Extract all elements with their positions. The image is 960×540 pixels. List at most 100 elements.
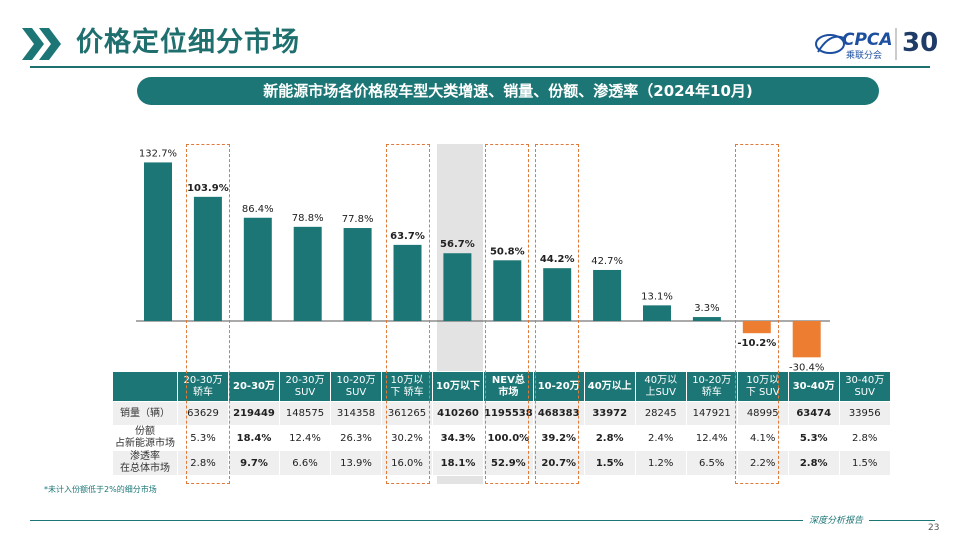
- data-label-6: 63.7%: [390, 231, 425, 242]
- data-label-14: -30.4%: [789, 362, 824, 373]
- table-cell: 12.4%: [279, 425, 331, 451]
- data-label-10: 42.7%: [591, 256, 623, 267]
- table-cell: 26.3%: [330, 425, 382, 451]
- table-cell: 1195538: [483, 401, 534, 426]
- highlight-box-8: [485, 144, 530, 484]
- table-header-cell: 20-30万: [228, 371, 280, 402]
- highlight-box-2: [185, 144, 230, 484]
- table-cell: 2.4%: [634, 425, 687, 451]
- table-header-cell: NEV总 市场: [483, 371, 534, 402]
- table-cell: 16.0%: [381, 450, 433, 476]
- bar-6: [393, 244, 422, 321]
- chevron-arrows-icon: [22, 28, 61, 60]
- table-cell: 1.5%: [583, 450, 636, 476]
- table-cell: 100.0%: [483, 425, 534, 451]
- footer-divider: [30, 520, 935, 521]
- table-cell: 63474: [787, 401, 840, 426]
- table-header-cell: 40万以 上SUV: [634, 371, 687, 402]
- highlight-box-13: [734, 144, 779, 484]
- highlight-box-9: [535, 144, 580, 484]
- bar-8: [493, 260, 522, 321]
- table-cell: 33972: [583, 401, 636, 426]
- table-cell: 147921: [685, 401, 738, 426]
- table-cell: 1.5%: [838, 450, 891, 476]
- table-header-cell: 30-40万 SUV: [838, 371, 891, 402]
- page-number: 23: [928, 523, 940, 533]
- table-cell: 2.2%: [736, 450, 789, 476]
- table-cell: 18.4%: [228, 425, 280, 451]
- table-cell: 12.4%: [685, 425, 738, 451]
- data-label-3: 86.4%: [242, 204, 274, 215]
- footnote: *未计入份额低于2%的细分市场: [44, 485, 157, 494]
- segment-data-table: 20-30万 轿车 20-30万 20-30万 SUV 10-20万 SUV 10万以下 轿车…: [112, 371, 891, 476]
- table-header-cell: 10-20万: [532, 371, 585, 402]
- table-cell: 34.3%: [432, 425, 484, 451]
- data-label-12: 3.3%: [694, 303, 719, 314]
- table-cell: 410260: [432, 401, 484, 426]
- bar-10: [593, 269, 622, 321]
- table-row: 份额 占新能源市场 5.3% 18.4% 12.4% 26.3% 30.2% 34.3% 100…: [112, 425, 891, 451]
- cpca-logo-icon: [815, 28, 897, 60]
- table-header-cell: 10-20万 SUV: [330, 371, 382, 402]
- page-title: 价格定位细分市场: [76, 27, 300, 58]
- table-cell: 2.8%: [838, 425, 891, 451]
- table-corner-cell: [112, 371, 178, 402]
- table-cell: 361265: [381, 401, 433, 426]
- table-cell: 6.5%: [685, 450, 738, 476]
- bar-11: [643, 305, 671, 321]
- table-row: 销量（辆） 63629 219449 148575 314358 361265 410260…: [112, 401, 891, 426]
- data-label-9: 44.2%: [540, 254, 575, 265]
- highlight-box-6: [385, 144, 430, 484]
- table-header-cell: 10-20万 轿车: [685, 371, 738, 402]
- table-cell: 4.1%: [736, 425, 789, 451]
- data-label-11: 13.1%: [641, 291, 673, 302]
- table-header-cell: 20-30万 SUV: [279, 371, 331, 402]
- bar-5: [343, 228, 372, 321]
- data-label-1: 132.7%: [139, 148, 177, 159]
- anniversary-badge: 30: [902, 28, 939, 58]
- table-row-label: 份额 占新能源市场: [112, 425, 178, 451]
- table-cell: 18.1%: [432, 450, 484, 476]
- table-cell: 2.8%: [583, 425, 636, 451]
- table-cell: 1.2%: [634, 450, 687, 476]
- logo-subtext: 乘联分会: [846, 51, 883, 61]
- table-cell: 20.7%: [532, 450, 585, 476]
- table-row-label: 渗透率 在总体市场: [112, 450, 178, 476]
- bar-7: [443, 253, 472, 321]
- table-cell: 219449: [228, 401, 280, 426]
- bar-12: [692, 317, 721, 321]
- table-cell: 5.3%: [787, 425, 840, 451]
- table-row-label: 销量（辆）: [112, 401, 178, 426]
- chart-subtitle: 新能源市场各价格段车型大类增速、销量、份额、渗透率（2024年10月): [137, 77, 879, 105]
- table-cell: 48995: [736, 401, 789, 426]
- table-cell: 6.6%: [279, 450, 331, 476]
- table-cell: 13.9%: [330, 450, 382, 476]
- logo-text: CPCA: [842, 30, 893, 50]
- bar-13: [742, 321, 771, 334]
- bar-9: [543, 268, 572, 321]
- table-cell: 2.8%: [787, 450, 840, 476]
- table-cell: 33956: [838, 401, 891, 426]
- footer-label: 深度分析报告: [803, 513, 870, 526]
- table-row: 渗透率 在总体市场 2.8% 9.7% 6.6% 13.9% 16.0% 18.1% 52.9%…: [112, 450, 891, 476]
- bar-14: [792, 321, 821, 358]
- table-header-cell: 10万以下 轿车: [381, 371, 433, 402]
- table-cell: 52.9%: [483, 450, 534, 476]
- table-cell: 148575: [279, 401, 331, 426]
- data-label-5: 77.8%: [342, 214, 374, 225]
- data-label-2: 103.9%: [187, 183, 229, 194]
- table-header-cell: 30-40万: [787, 371, 840, 402]
- bar-4: [293, 226, 322, 321]
- data-label-7: 56.7%: [440, 239, 475, 250]
- table-cell: 314358: [330, 401, 382, 426]
- data-label-13: -10.2%: [737, 338, 776, 349]
- table-header-cell: 10万以下: [432, 371, 484, 402]
- table-cell: 28245: [634, 401, 687, 426]
- table-header-cell: 40万以上: [583, 371, 636, 402]
- bar-2: [193, 196, 222, 321]
- header-divider: [30, 66, 930, 68]
- data-label-8: 50.8%: [490, 246, 525, 257]
- table-cell: 468383: [532, 401, 585, 426]
- bar-1: [144, 162, 172, 321]
